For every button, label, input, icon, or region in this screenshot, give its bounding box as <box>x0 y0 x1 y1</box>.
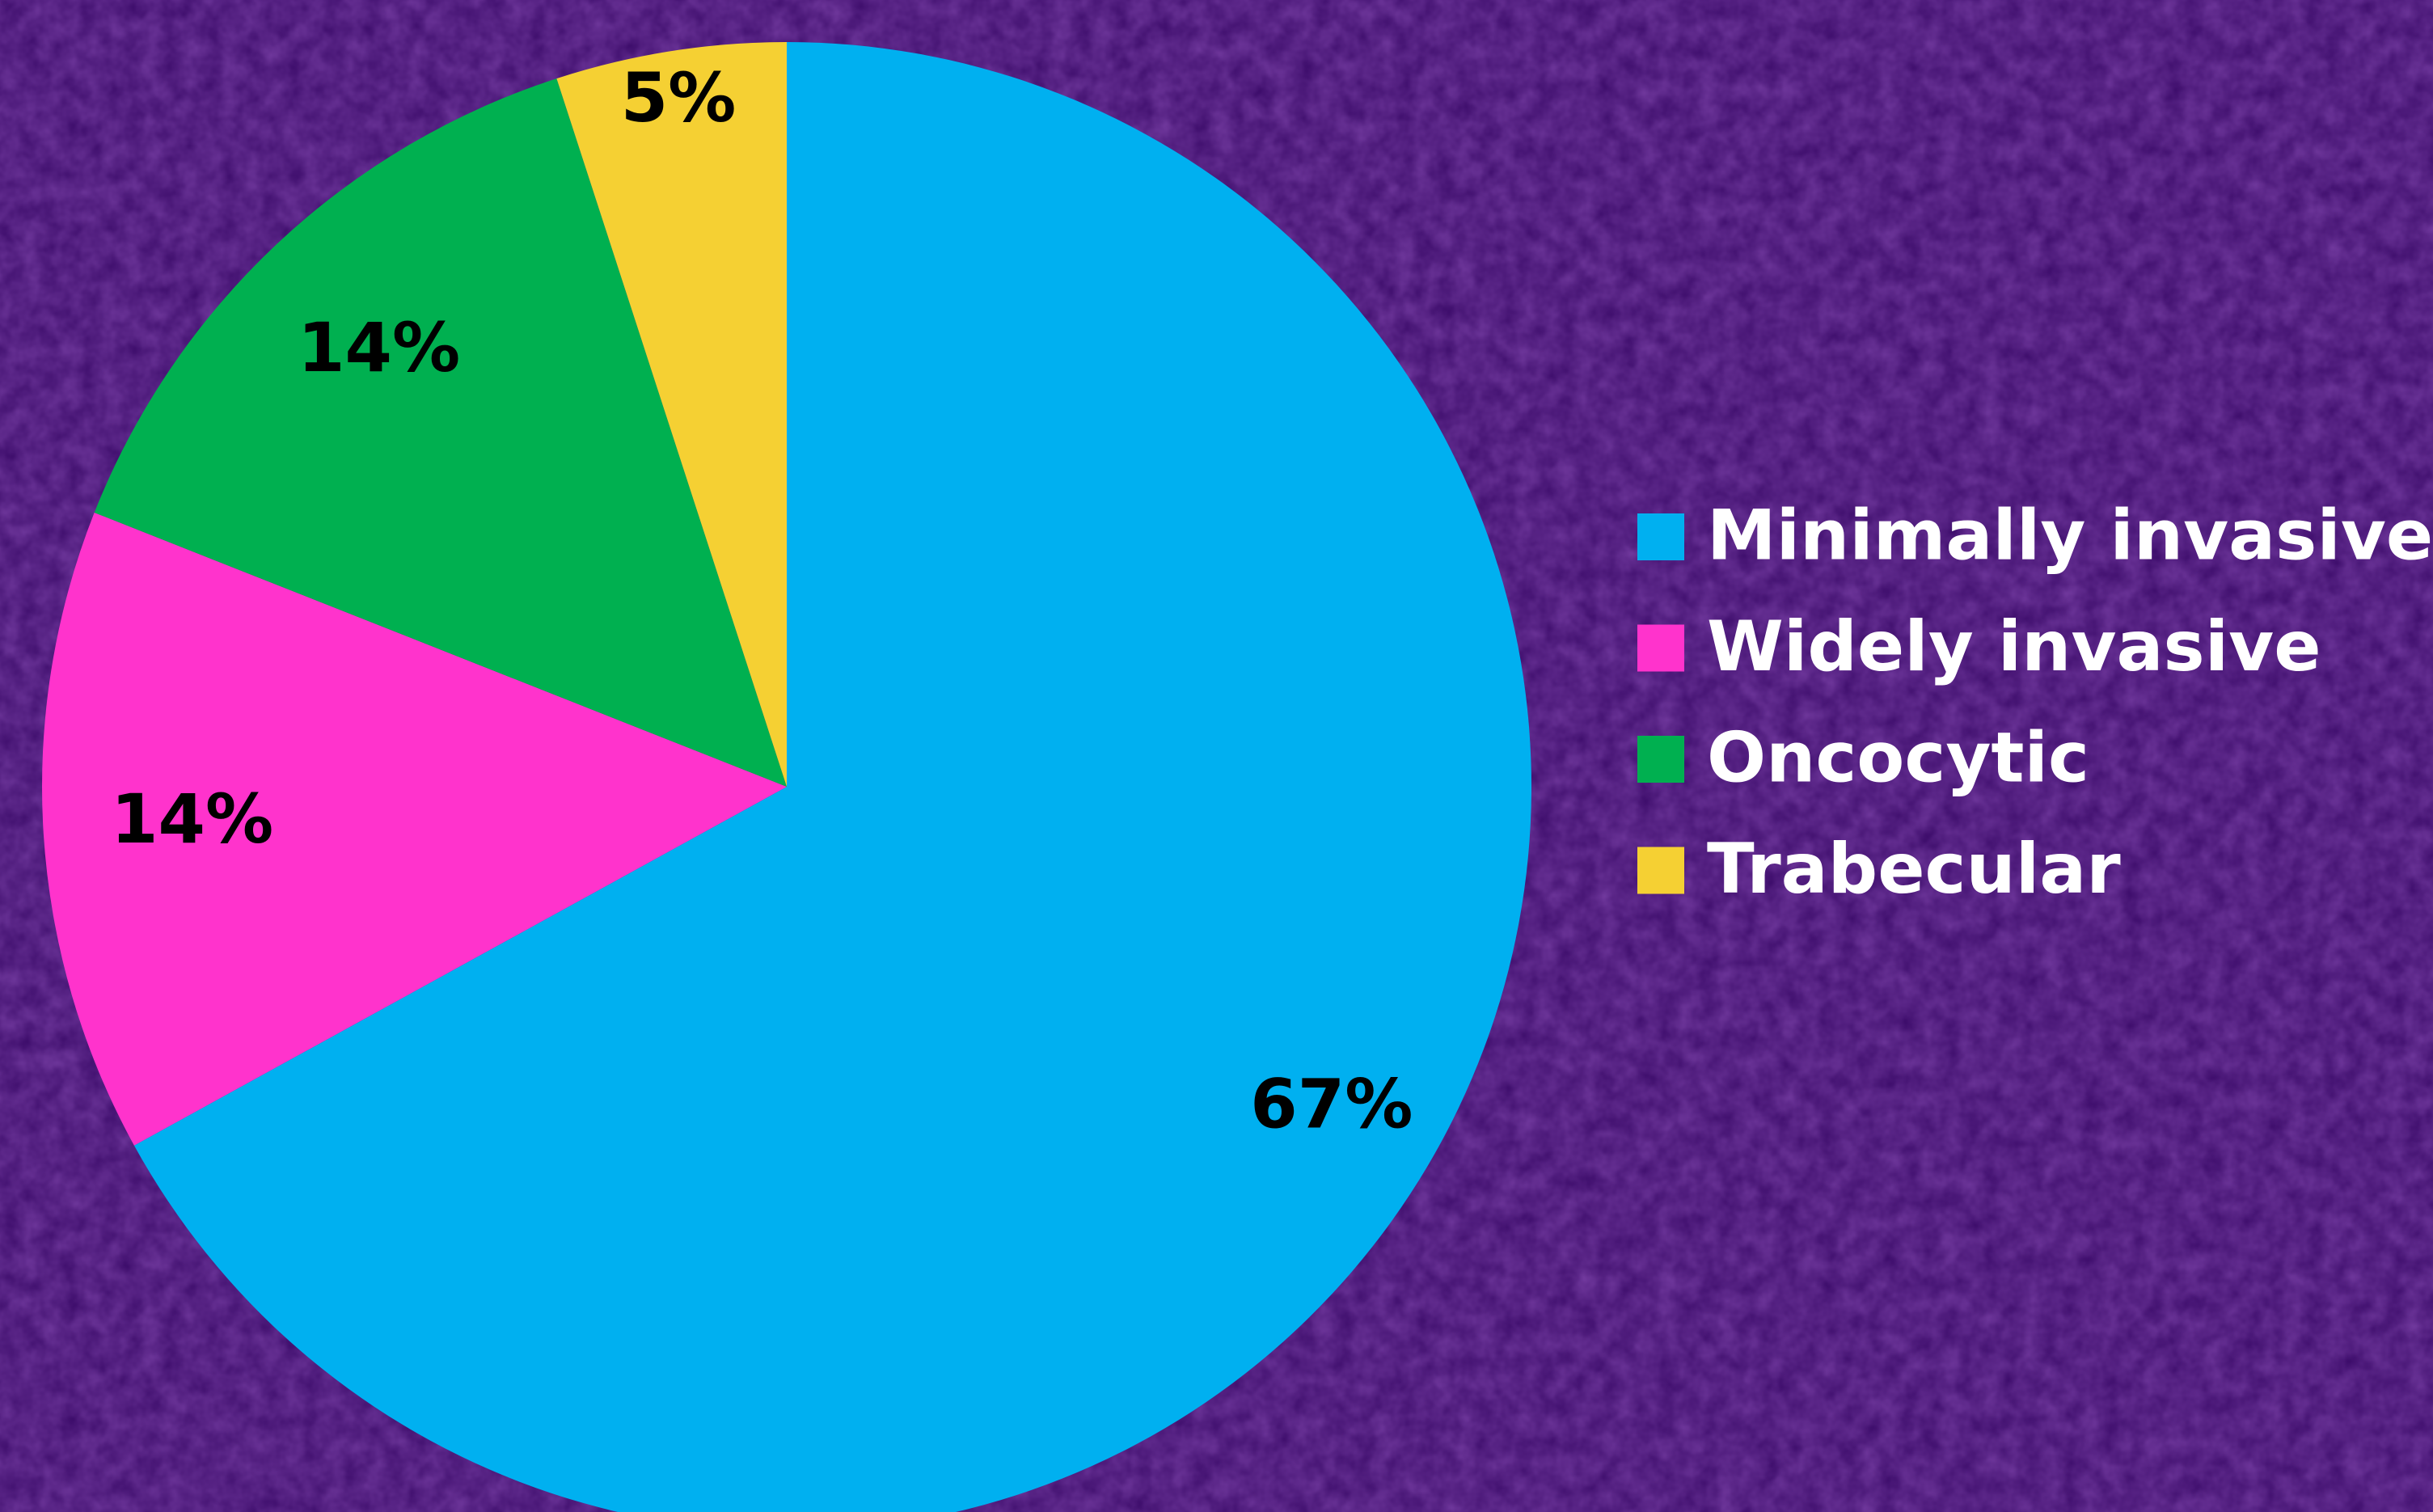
legend-swatch <box>1637 513 1684 560</box>
data-label: 14% <box>111 779 273 859</box>
data-label: 67% <box>1250 1064 1413 1143</box>
pie: 67% 14% 14% 5% <box>42 42 1531 1512</box>
pie-slice <box>42 512 788 1146</box>
pie-slice <box>133 42 1531 1512</box>
legend: Minimally invasive Widely invasive Oncocyt… <box>1637 495 2433 910</box>
pie-slice <box>94 78 788 787</box>
legend-label: Oncocytic <box>1707 717 2089 798</box>
data-label: 14% <box>298 308 460 387</box>
legend-swatch <box>1637 624 1684 672</box>
pie-slice <box>556 42 787 787</box>
legend-label: Trabecular <box>1707 829 2121 910</box>
legend-label: Widely invasive <box>1707 606 2321 687</box>
legend-swatch <box>1637 847 1684 894</box>
data-label: 5% <box>621 58 737 137</box>
legend-swatch <box>1637 736 1684 783</box>
legend-label: Minimally invasive <box>1707 495 2433 576</box>
